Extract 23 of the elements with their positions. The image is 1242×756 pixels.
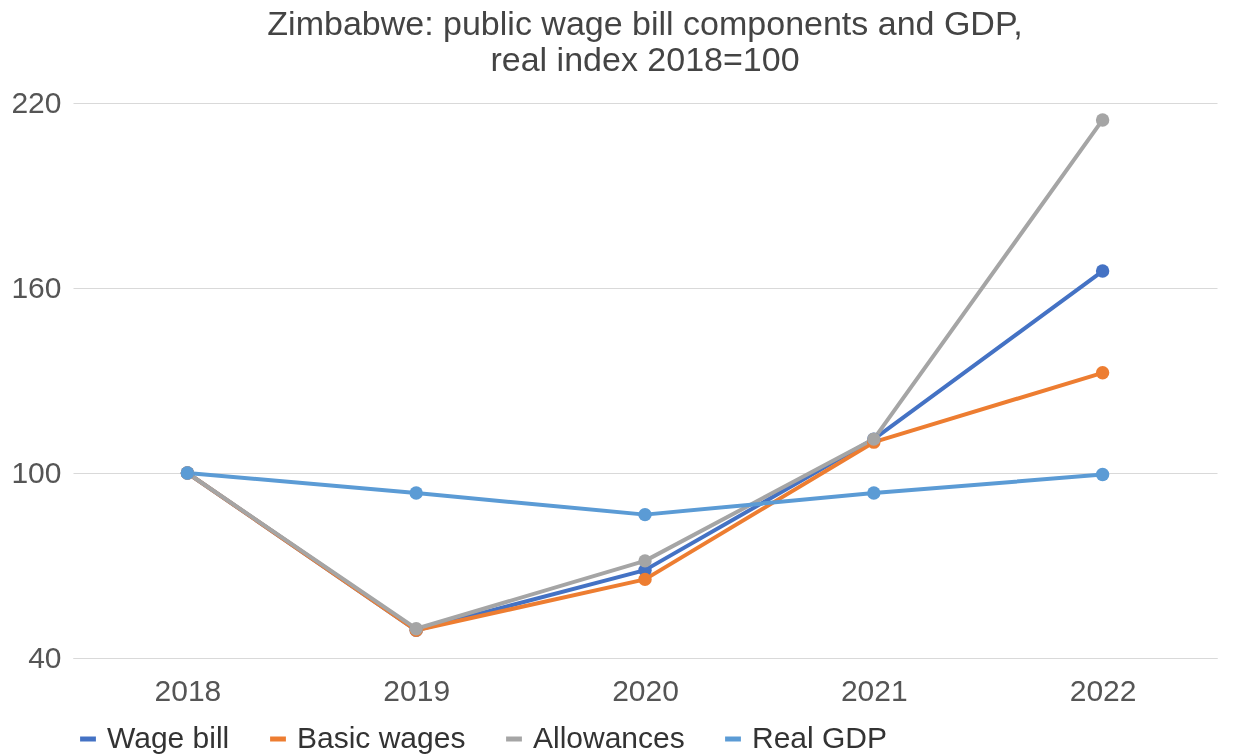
x-tick-label: 2018 [154,673,222,707]
y-tick-label: 160 [11,270,62,304]
point [638,572,652,587]
point [409,486,423,500]
y-tick-label: 220 [11,85,62,119]
point [1095,366,1110,380]
point [867,486,881,500]
legend-label: Real GDP [752,721,888,754]
legend-label: Allowances [533,721,685,754]
y-tick-label: 100 [11,455,62,489]
point [638,554,652,568]
point [1095,467,1110,482]
x-tick-label: 2019 [383,673,451,707]
x-tick-label: 2022 [1069,673,1137,707]
point [1095,113,1110,127]
legend-label: Wage bill [107,721,230,754]
point [1095,264,1110,278]
chart-title: Zimbabwe: public wage bill components and GDP, real index 2018=100 [267,4,1023,78]
y-tick-label: 40 [28,640,62,674]
x-tick-label: 2021 [840,673,908,707]
point [638,507,652,522]
x-tick-label: 2020 [612,673,679,707]
legend-label: Basic wages [297,721,466,754]
